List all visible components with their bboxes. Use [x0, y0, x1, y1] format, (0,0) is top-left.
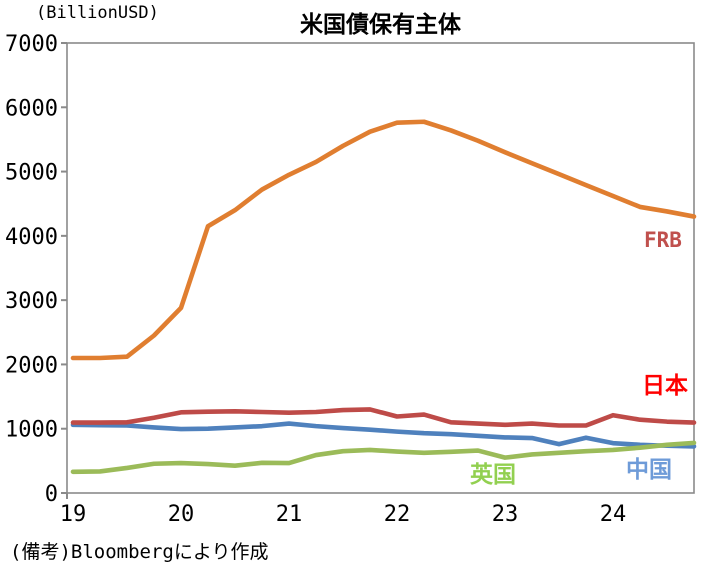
x-axis-tick-label: 20 — [168, 502, 195, 527]
x-axis-tick-label: 24 — [600, 502, 627, 527]
y-axis-tick-label: 4000 — [5, 225, 58, 250]
frb-line — [70, 119, 697, 361]
y-axis-tick-label: 5000 — [5, 161, 58, 186]
y-axis-tick-label: 1000 — [5, 418, 58, 443]
plot-border — [66, 42, 695, 494]
x-axis-tick-label: 22 — [384, 502, 411, 527]
x-axis-tick-label: 23 — [492, 502, 519, 527]
x-axis-tick-label: 19 — [60, 502, 87, 527]
series-label-china: 中国 — [626, 457, 672, 483]
source-note: (備考)Bloombergにより作成 — [10, 541, 269, 563]
japan-line — [70, 407, 697, 428]
y-axis-tick-label: 2000 — [5, 353, 58, 378]
y-axis-unit-label: (BillionUSD) — [36, 3, 159, 23]
chart-title: 米国債保有主体 — [300, 12, 461, 38]
series-label-uk: 英国 — [470, 462, 516, 488]
y-axis-tick-label: 0 — [45, 482, 58, 507]
y-axis-tick-label: 6000 — [5, 96, 58, 121]
y-axis-tick-label: 7000 — [5, 32, 58, 57]
china-line — [70, 421, 697, 449]
series-label-japan: 日本 — [642, 373, 688, 399]
series-label-frb: FRB — [644, 228, 682, 252]
y-axis-tick-label: 3000 — [5, 289, 58, 314]
x-axis-tick-label: 21 — [276, 502, 303, 527]
uk-line — [70, 440, 697, 475]
